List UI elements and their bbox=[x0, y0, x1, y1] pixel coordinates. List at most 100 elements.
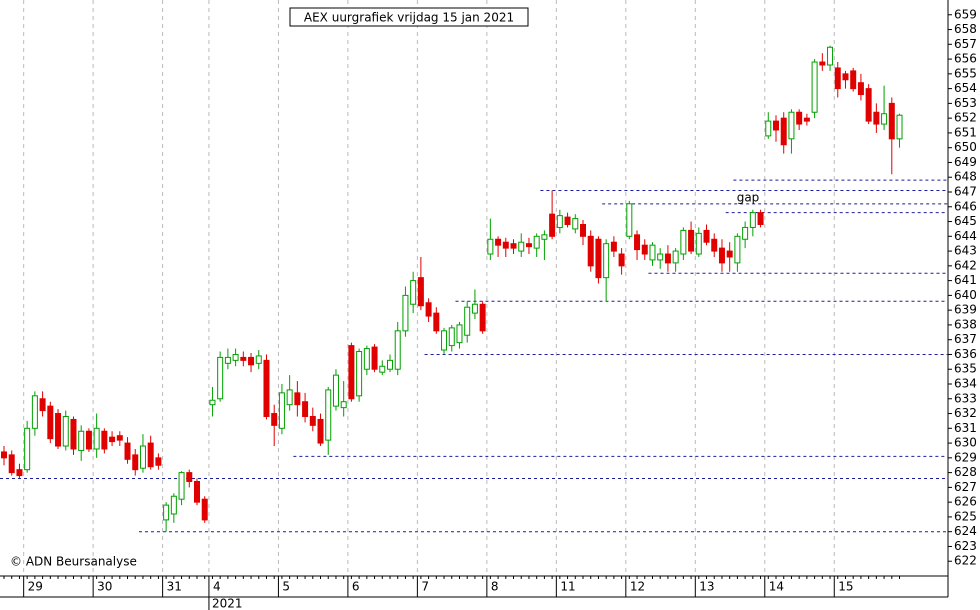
y-tick-label: 643 bbox=[954, 244, 977, 258]
x-tick-label: 31 bbox=[167, 580, 182, 594]
candle-body bbox=[278, 392, 285, 429]
candle-body bbox=[796, 111, 803, 125]
y-tick-label: 648 bbox=[954, 170, 977, 184]
candle-body bbox=[811, 61, 818, 113]
x-tick-label: 5 bbox=[282, 580, 290, 594]
y-tick-label: 649 bbox=[954, 155, 977, 169]
y-tick-label: 625 bbox=[954, 509, 977, 523]
candle-body bbox=[47, 405, 54, 440]
candle-body bbox=[479, 303, 486, 332]
y-tick-label: 659 bbox=[954, 7, 977, 21]
candle-body bbox=[734, 235, 741, 264]
x-tick-label: 11 bbox=[560, 580, 575, 594]
candle-body bbox=[302, 401, 309, 417]
candle-body bbox=[541, 234, 548, 240]
candle-body bbox=[664, 253, 671, 264]
candle-body bbox=[850, 70, 857, 90]
candle-body bbox=[101, 430, 108, 450]
x-tick-label: 7 bbox=[421, 580, 429, 594]
candle-body bbox=[147, 442, 154, 468]
candle-body bbox=[255, 355, 262, 364]
candle-body bbox=[201, 498, 208, 521]
x-tick-label: 15 bbox=[838, 580, 853, 594]
y-tick-label: 657 bbox=[954, 37, 977, 51]
candle-body bbox=[688, 229, 695, 252]
candle-body bbox=[410, 280, 417, 305]
y-tick-label: 624 bbox=[954, 524, 977, 538]
candle-body bbox=[325, 389, 332, 441]
y-tick-label: 637 bbox=[954, 332, 977, 346]
y-tick-label: 645 bbox=[954, 214, 977, 228]
candle-body bbox=[16, 469, 23, 477]
x-tick-label: 13 bbox=[699, 580, 714, 594]
y-tick-label: 639 bbox=[954, 303, 977, 317]
candle-body bbox=[379, 365, 386, 373]
candle-body bbox=[780, 117, 787, 146]
candle-body bbox=[464, 306, 471, 336]
y-tick-label: 655 bbox=[954, 66, 977, 80]
candle-body bbox=[62, 415, 69, 447]
x-tick-label: 6 bbox=[352, 580, 360, 594]
candle-body bbox=[718, 247, 725, 264]
candle-body bbox=[363, 348, 370, 370]
y-tick-label: 634 bbox=[954, 377, 977, 391]
candle-body bbox=[749, 212, 756, 228]
y-tick-label: 633 bbox=[954, 391, 977, 405]
candle-body bbox=[224, 356, 231, 364]
candle-body bbox=[348, 345, 355, 400]
candle-body bbox=[487, 238, 494, 255]
x-tick-label: 8 bbox=[491, 580, 499, 594]
candle-body bbox=[1, 451, 7, 459]
y-tick-label: 626 bbox=[954, 495, 977, 509]
candle-body bbox=[70, 418, 77, 450]
candle-body bbox=[572, 218, 579, 230]
candle-body bbox=[471, 303, 478, 314]
candle-body bbox=[857, 82, 864, 96]
y-tick-label: 652 bbox=[954, 111, 977, 125]
y-tick-label: 630 bbox=[954, 436, 977, 450]
candle-body bbox=[85, 430, 92, 450]
candle-body bbox=[441, 330, 448, 351]
candle-body bbox=[371, 346, 378, 370]
y-tick-label: 654 bbox=[954, 81, 977, 95]
x-tick-label: 12 bbox=[630, 580, 645, 594]
candle-body bbox=[31, 395, 38, 429]
candle-body bbox=[240, 356, 247, 361]
candle-body bbox=[680, 229, 687, 255]
candle-body bbox=[93, 427, 100, 450]
candle-body bbox=[788, 111, 795, 140]
candle-body bbox=[39, 398, 46, 412]
candle-body bbox=[402, 294, 409, 332]
candle-body bbox=[124, 442, 131, 460]
candle-body bbox=[286, 389, 293, 406]
candle-body bbox=[186, 472, 193, 482]
candle-body bbox=[425, 302, 432, 317]
candle-body bbox=[564, 216, 571, 225]
candle-body bbox=[556, 215, 563, 228]
y-tick-label: 646 bbox=[954, 199, 977, 213]
candle-body bbox=[595, 238, 602, 279]
year-label: 2021 bbox=[212, 597, 243, 610]
candle-body bbox=[248, 356, 255, 366]
candle-body bbox=[587, 235, 594, 267]
candle-body bbox=[634, 234, 641, 251]
candle-body bbox=[525, 243, 532, 248]
candle-body bbox=[896, 114, 903, 140]
y-tick-label: 658 bbox=[954, 22, 977, 36]
candle-body bbox=[55, 413, 62, 447]
candle-body bbox=[757, 212, 764, 225]
candle-body bbox=[827, 46, 834, 66]
candle-body bbox=[194, 480, 200, 503]
chart-title: AEX uurgrafiek vrijdag 15 jan 2021 bbox=[304, 11, 514, 25]
candle-body bbox=[8, 454, 15, 474]
y-tick-label: 642 bbox=[954, 258, 977, 272]
x-tick-label: 29 bbox=[28, 580, 43, 594]
candle-body bbox=[641, 244, 648, 255]
candle-body bbox=[340, 401, 347, 409]
candle-body bbox=[888, 102, 895, 140]
y-tick-label: 631 bbox=[954, 421, 977, 435]
x-tick-label: 4 bbox=[213, 580, 221, 594]
